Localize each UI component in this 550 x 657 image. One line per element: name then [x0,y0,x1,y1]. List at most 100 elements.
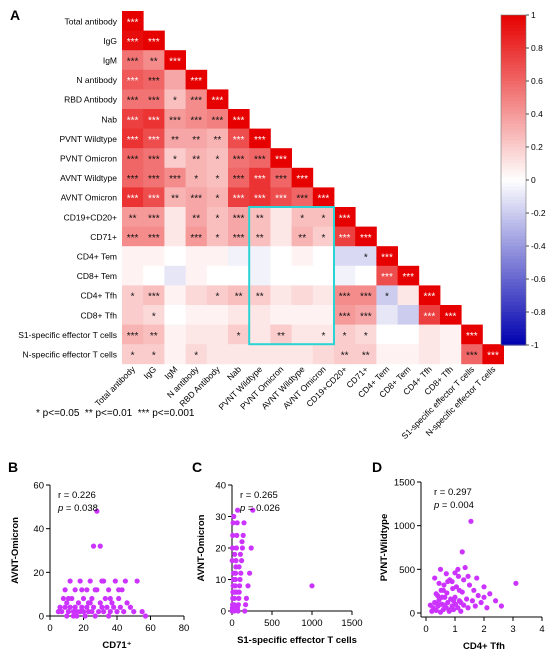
colorbar-tick-label: -1 [531,340,539,350]
heatmap-cell [228,207,250,227]
colorbar-segment [501,318,526,323]
significance-mark: *** [339,233,351,244]
heatmap-cell [270,226,292,247]
data-point [232,551,238,557]
data-point [437,566,444,572]
data-point [234,605,241,611]
heatmap-cell [228,109,250,129]
p-symbol: p [57,503,63,514]
data-point [122,578,128,584]
data-point [131,609,137,615]
data-point [80,595,87,602]
heatmap-cell [249,187,271,208]
data-point [461,577,467,583]
heatmap-cell [185,109,208,129]
data-point [455,566,461,572]
colorbar-segment [501,279,526,283]
colorbar-segment [501,133,526,138]
data-point [468,518,474,524]
data-point [90,604,97,610]
data-point [75,600,82,606]
y-tick-label: 1000 [394,521,415,532]
data-point [92,613,98,619]
significance-mark: *** [127,37,139,48]
heatmap-cell [122,89,144,110]
significance-mark: *** [127,96,139,107]
x-tick-label: 1500 [341,618,362,629]
heatmap-cell [143,148,165,169]
colorbar-tick-label: -0.2 [531,208,546,218]
heatmap-cell [122,226,144,247]
data-point [62,587,68,593]
heatmap-cell [249,226,271,247]
significance-mark: ** [150,57,158,68]
heatmap-cell [291,344,314,365]
colorbar-segment [501,104,526,108]
data-point [116,595,122,602]
colorbar-segment [501,282,526,287]
data-point [432,575,438,581]
heatmap-cell [143,89,165,110]
data-point [487,591,493,597]
data-point [236,595,242,602]
significance-mark: *** [190,194,202,205]
row-label: PVNT Wildtype [60,134,118,144]
heatmap-cell [164,89,186,110]
colorbar-segment [501,288,526,293]
heatmap-cell [334,207,356,227]
data-point [60,595,66,602]
data-point [89,609,95,615]
panel-label-a: A [10,7,20,23]
significance-mark: *** [148,96,160,107]
significance-mark: *** [233,174,245,185]
data-point [471,587,477,593]
heatmap-cell [206,167,229,188]
significance-mark: *** [148,37,160,48]
correlation-r: r = 0.265 [240,490,278,501]
column-label: IgM [162,364,179,381]
colorbar-segment [501,269,526,273]
significance-mark: *** [360,292,372,303]
heatmap-cell [291,207,314,227]
significance-mark: *** [127,17,139,28]
colorbar-segment [501,341,526,346]
heatmap-cell [270,305,292,325]
colorbar-segment [501,183,526,188]
data-point [134,578,140,584]
data-point [102,595,108,602]
data-point [121,609,127,615]
significance-mark: * [343,331,347,342]
significance-mark: *** [296,194,308,205]
significance-mark: *** [381,253,393,264]
significance-mark: *** [487,351,499,362]
significance-mark: * [215,292,219,303]
colorbar-tick-label: 0 [531,175,536,185]
significance-mark: * [215,174,219,185]
p-value: = 0.038 [63,503,98,514]
colorbar-segment [501,127,526,132]
row-label: AVNT Wildtype [60,173,117,183]
data-point [466,582,473,588]
scatter-panel-c: 0 500 1000 1500 0 10 20 30 40 S1-specific effecto… [196,481,363,647]
heatmap-cell [228,344,250,365]
heatmap-cell [143,167,165,188]
data-point [65,609,72,615]
significance-mark: * [321,331,325,342]
row-label: CD4+ Tem [77,252,117,262]
heatmap-cell [164,109,186,129]
significance-mark: * [131,351,135,362]
significance-mark: *** [190,115,202,126]
scatter-panel-d: 0 1 2 3 4 0 500 1000 1500 CD4+ Tfh PVNT-Wildtype r … [379,478,545,653]
significance-mark: * [237,331,241,342]
colorbar-segment [501,189,526,194]
p-value: = 0.026 [245,503,280,514]
colorbar-segment [501,48,526,52]
heatmap-cell [122,324,144,345]
heatmap-cell [270,265,292,286]
heatmap-cell [376,285,398,306]
heatmap-cell [228,148,250,169]
heatmap-cell [270,344,292,365]
significance-mark: *** [233,233,245,244]
data-point [498,603,504,609]
significance-mark: *** [360,233,372,244]
